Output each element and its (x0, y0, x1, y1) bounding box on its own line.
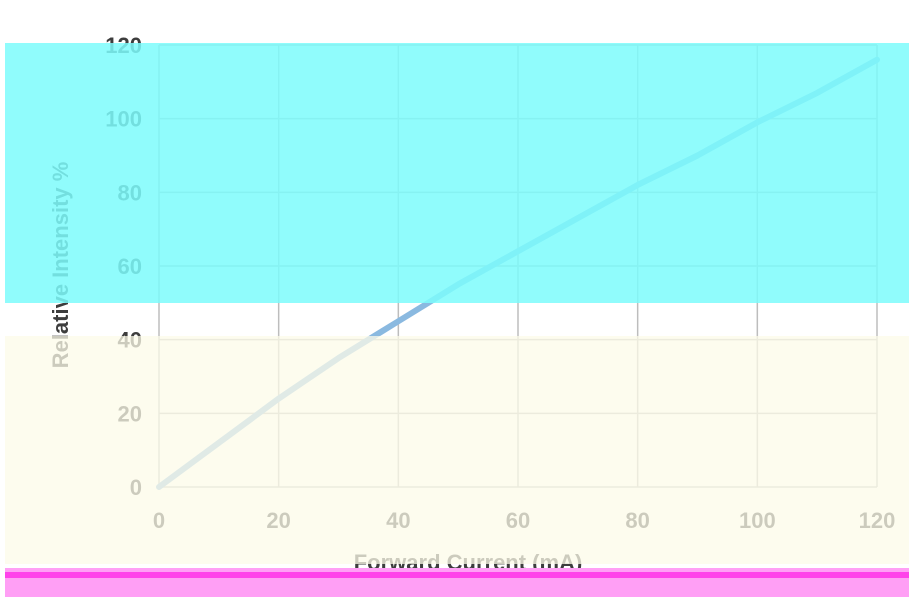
y-tick-label: 60 (118, 254, 142, 279)
x-tick-label: 40 (386, 508, 410, 533)
x-tick-label: 60 (506, 508, 530, 533)
x-tick-labels: 0 20 40 60 80 100 120 (153, 508, 895, 533)
x-tick-label: 80 (625, 508, 649, 533)
grid (158, 44, 878, 488)
y-tick-labels: 0 20 40 60 80 100 120 (105, 33, 142, 500)
x-tick-label: 120 (859, 508, 896, 533)
x-tick-label: 100 (739, 508, 776, 533)
y-tick-label: 80 (118, 180, 142, 205)
x-tick-label: 0 (153, 508, 165, 533)
y-tick-label: 0 (130, 475, 142, 500)
y-axis-title: Relative Intensity % (48, 162, 73, 369)
y-tick-label: 20 (118, 401, 142, 426)
y-tick-label: 100 (105, 107, 142, 132)
y-tick-label: 120 (105, 33, 142, 58)
x-tick-label: 20 (266, 508, 290, 533)
x-axis-title: Forward Current (mA) (354, 550, 583, 575)
y-tick-label: 40 (118, 328, 142, 353)
